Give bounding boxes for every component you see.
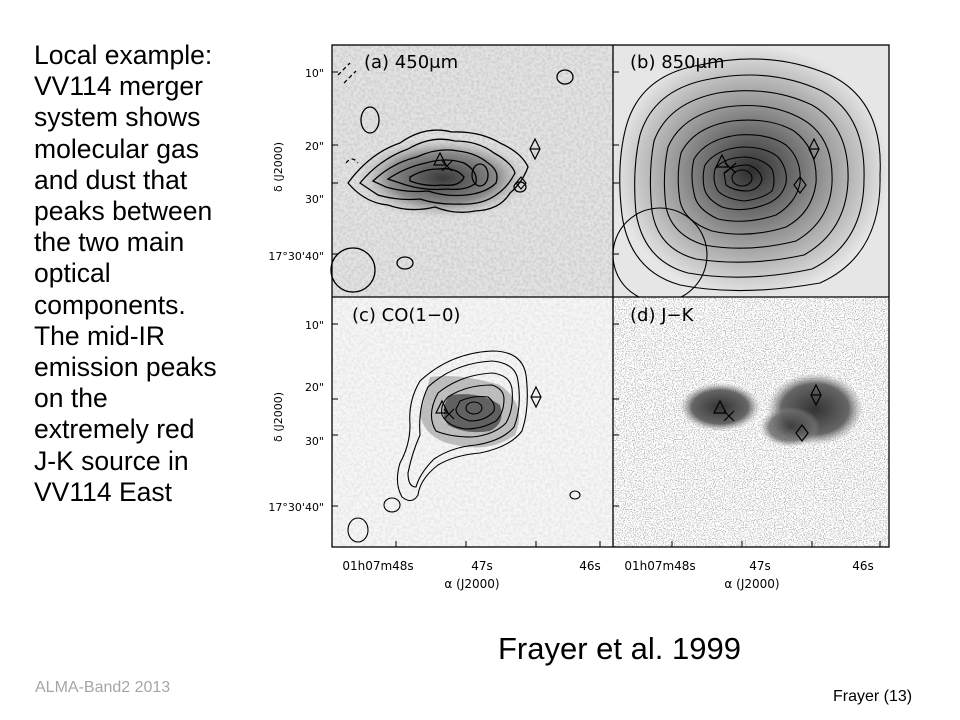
x-tick-label: 01h07m48s [342, 559, 413, 573]
body-line: J-K source in [34, 445, 189, 476]
body-line: VV114 East [34, 476, 172, 507]
panel-a: (a) 450μm [330, 45, 613, 297]
panel-a-label: (a) 450μm [364, 52, 458, 73]
panel-c: (c) CO(1−0) [332, 297, 613, 547]
footer-right: Frayer (13) [833, 688, 913, 705]
x-tick-label: 47s [471, 559, 493, 573]
y-tick-label: 10" [305, 67, 324, 80]
body-line: optical [34, 258, 111, 289]
x-tick-label: 46s [852, 559, 874, 573]
panel-c-label: (c) CO(1−0) [352, 305, 460, 326]
body-line: Local example: [34, 40, 213, 70]
body-line: VV114 merger [34, 71, 203, 102]
body-line: peaks between [34, 196, 213, 227]
body-line: extremely red [34, 414, 195, 445]
x-axis-label: α (J2000) [444, 577, 499, 591]
footer-left: ALMA-Band2 2013 [35, 679, 171, 696]
body-line: on the [34, 383, 108, 414]
y-tick-label: 30" [305, 193, 324, 206]
y-axis-label: δ (J2000) [272, 142, 285, 192]
y-tick-label: 17°30'40" [268, 250, 324, 263]
body-line: system shows [34, 102, 201, 133]
body-line: components. [34, 289, 186, 320]
panel-d: (d) J−K [613, 297, 889, 547]
panel-b: (b) 850μm [612, 45, 889, 303]
body-text: Local example: VV114 merger system shows… [34, 40, 274, 508]
x-axis-label: α (J2000) [724, 577, 779, 591]
panel-b-label: (b) 850μm [630, 52, 725, 73]
y-tick-label: 10" [305, 319, 324, 332]
x-tick-label: 01h07m48s [624, 559, 695, 573]
y-tick-label: 20" [305, 140, 324, 153]
contour-figure: (a) 450μm (b) 850μm [268, 44, 890, 591]
y-tick-label: 17°30'40" [268, 501, 324, 514]
citation: Frayer et al. 1999 [498, 631, 741, 666]
y-tick-label: 30" [305, 435, 324, 448]
y-tick-label: 20" [305, 381, 324, 394]
body-line: The mid-IR [34, 320, 166, 351]
body-line: the two main [34, 227, 185, 258]
panel-d-label: (d) J−K [630, 305, 695, 326]
body-line: molecular gas [34, 133, 199, 164]
x-tick-label: 46s [579, 559, 601, 573]
y-axis-label: δ (J2000) [272, 392, 285, 442]
body-line: emission peaks [34, 352, 217, 383]
body-line: and dust that [34, 164, 188, 195]
x-tick-label: 47s [749, 559, 771, 573]
